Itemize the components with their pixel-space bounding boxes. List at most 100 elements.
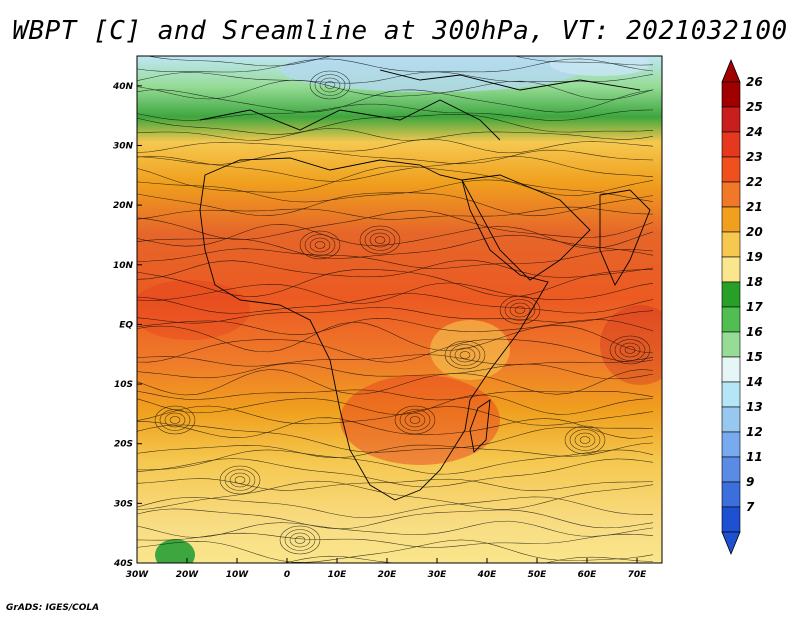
colorbar-label: 21 [746, 200, 763, 214]
streamline [137, 165, 654, 196]
streamline [137, 235, 654, 259]
streamline [137, 71, 654, 84]
streamline-vortex [374, 236, 386, 244]
streamline-vortex [569, 429, 601, 451]
streamline-vortex [164, 412, 186, 428]
streamline [137, 520, 654, 538]
colorbar-segment [721, 431, 741, 458]
streamline [137, 248, 654, 269]
colorbar-segment [721, 181, 741, 208]
streamline-vortex [359, 225, 401, 255]
streamline-vortex [459, 351, 471, 359]
streamline-vortex [409, 416, 421, 424]
y-tick-label: 30S [114, 499, 133, 509]
streamline-vortex [154, 405, 196, 435]
streamline [137, 338, 654, 363]
colorbar-label: 16 [746, 325, 763, 339]
streamline [137, 417, 654, 439]
x-tick-label: 50E [528, 570, 548, 580]
streamline [137, 79, 654, 101]
colorbar-label: 13 [746, 400, 763, 414]
streamline [137, 206, 654, 220]
streamline [137, 496, 654, 518]
colorbar-segment [721, 456, 741, 483]
colorbar-label: 22 [746, 175, 763, 189]
y-tick-label: 40S [113, 559, 133, 569]
colorbar-bottom-arrow [721, 531, 741, 556]
streamline [137, 192, 654, 217]
y-tick-label: 40N [112, 82, 134, 92]
streamline-vortex [404, 412, 426, 428]
streamline-vortex [449, 344, 481, 366]
streamline-vortex [504, 299, 536, 321]
streamline [137, 58, 654, 73]
colorbar-label: 9 [746, 475, 754, 489]
streamline-vortex [614, 339, 646, 361]
colorbar-segment [721, 81, 741, 108]
map-frame [136, 55, 663, 564]
streamline [137, 114, 654, 135]
streamline [137, 405, 654, 426]
colorbar-segment [721, 331, 741, 358]
colorbar-label: 18 [746, 275, 763, 289]
colorbar: 26 25 24 23 22 21 20 19 18 17 16 15 14 13 12 11 9 7 [721, 58, 763, 556]
streamline [137, 318, 654, 335]
streamline [137, 128, 654, 141]
streamline [137, 394, 654, 415]
streamline [137, 369, 654, 396]
streamline-vortex [279, 525, 321, 555]
streamline-vortex [224, 469, 256, 491]
colorbar-label: 20 [746, 225, 763, 239]
y-axis-ticks: 40N 30N 20N 10N EQ 10S 20S 30S 40S [112, 82, 142, 569]
streamline [137, 259, 654, 280]
streamline-vortex [394, 405, 436, 435]
streamline-vortex [619, 342, 641, 358]
streamline-vortex [624, 346, 636, 354]
streamline-vortex [294, 536, 306, 544]
colorbar-label: 14 [746, 375, 763, 389]
y-tick-label: 10N [113, 261, 134, 271]
streamline [137, 282, 654, 304]
x-tick-label: 20W [176, 570, 200, 580]
y-tick-label: 30N [113, 141, 134, 151]
x-tick-label: 30E [428, 570, 448, 580]
streamline-vortex [369, 232, 391, 248]
colorbar-segment [721, 106, 741, 133]
streamline [137, 155, 654, 182]
streamline-vortex [509, 302, 531, 318]
x-tick-label: 10W [226, 570, 250, 580]
colorbar-label: 11 [746, 450, 763, 464]
colorbar-segment [721, 156, 741, 183]
x-tick-label: 30W [126, 570, 150, 580]
streamline [137, 532, 654, 548]
streamline-vortex [314, 74, 346, 96]
streamline-vortex [609, 335, 651, 365]
streamline-vortex [289, 532, 311, 548]
colorbar-segment [721, 306, 741, 333]
streamline-vortex [579, 436, 591, 444]
colorbar-segment [721, 356, 741, 383]
colorbar-label: 15 [746, 350, 763, 364]
streamline [137, 307, 654, 324]
streamline-vortex [284, 529, 316, 551]
streamline-vortex [514, 306, 526, 314]
streamline [137, 293, 654, 314]
streamline-vortex [399, 409, 431, 431]
streamline [137, 56, 654, 67]
streamline-vortex [309, 237, 331, 253]
map-field [137, 56, 662, 563]
streamline [137, 508, 654, 530]
streamline-vortex [364, 229, 396, 251]
colorbar-segment [721, 506, 741, 533]
streamline-vortex [234, 476, 246, 484]
streamline [137, 139, 654, 154]
streamline-vortex [309, 70, 351, 100]
streamline [137, 478, 654, 491]
colorbar-label: 17 [746, 300, 763, 314]
streamline [137, 539, 654, 563]
chart-title: WBPT [C] and Sreamline at 300hPa, VT: 20… [12, 16, 788, 46]
streamline-vortex [564, 425, 606, 455]
streamline-vortex [219, 465, 261, 495]
colorbar-segment [721, 381, 741, 408]
